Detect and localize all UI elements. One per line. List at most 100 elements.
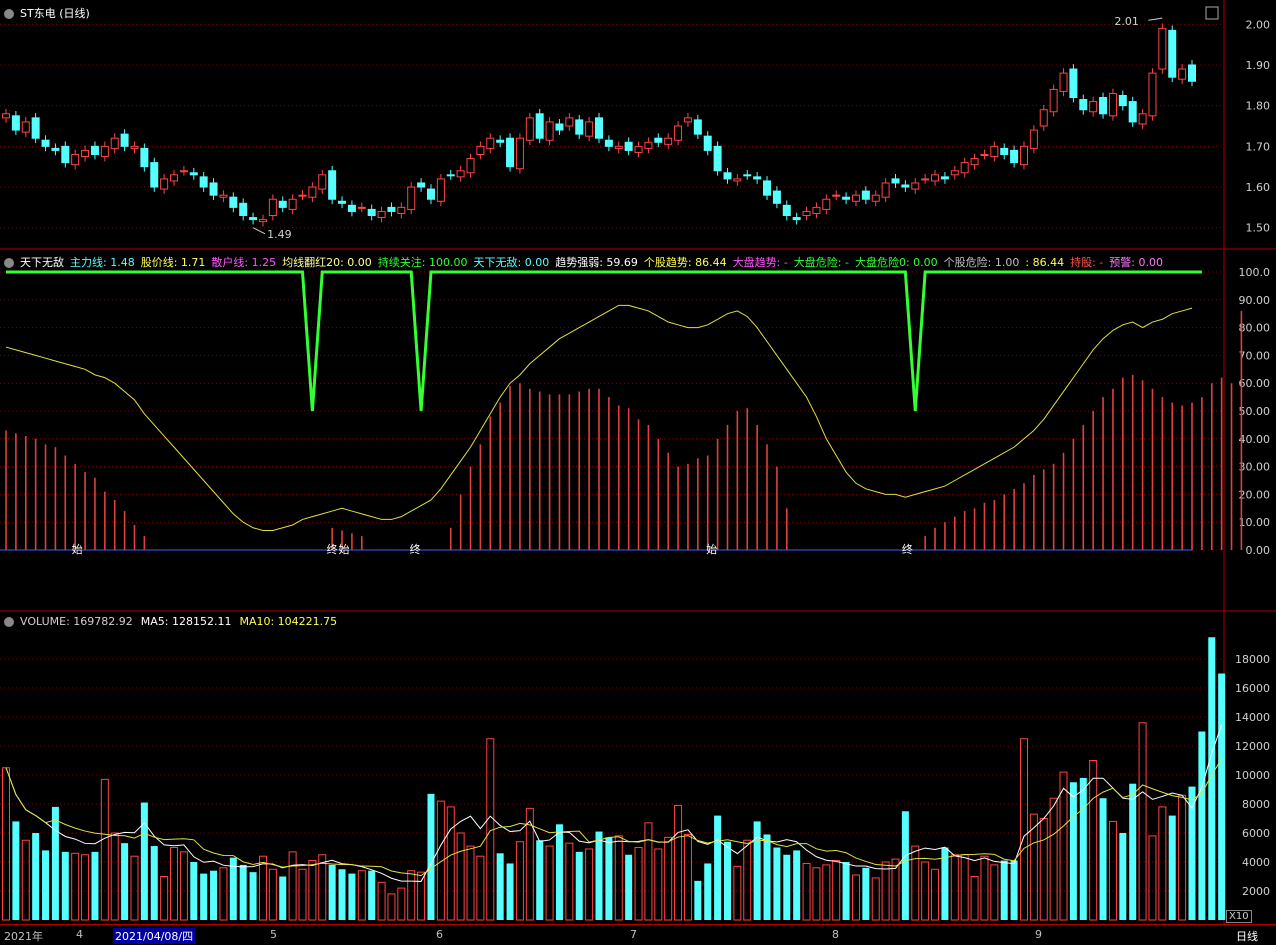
volume-bar [1168,815,1176,920]
axis-month-8: 8 [832,928,839,941]
settings-icon[interactable] [4,617,14,627]
price-tick-label: 1.60 [1246,181,1271,194]
candle [367,208,376,217]
stock-title: ST东电 (日线) [20,7,90,20]
indicator-tick-label: 100.0 [1239,266,1271,279]
candle [614,145,623,149]
candle [150,162,159,188]
axis-month-5: 5 [270,928,277,941]
candle [170,174,179,182]
volume-bar [1049,797,1058,921]
volume-bar [100,778,109,921]
volume-bar [397,887,406,921]
volume-bar [1089,760,1098,921]
volume-bar [170,847,179,921]
phase-marker: 始 [339,542,350,556]
candle [713,145,722,172]
volume-bar [1108,820,1117,921]
candle [1059,72,1068,92]
volume-bar [931,868,940,921]
axis-month-9: 9 [1035,928,1042,941]
candle [436,178,445,202]
indicator-tick-label: 70.00 [1239,349,1271,362]
volume-tick-label: 14000 [1235,711,1270,724]
candle [1019,145,1028,166]
candle [1039,109,1048,127]
volume-value: VOLUME: 169782.92 [20,615,133,628]
volume-bar [842,862,850,920]
candle [535,113,544,139]
candle [219,194,228,198]
volume-bar [1158,806,1167,921]
candle [644,141,653,149]
candle [496,139,505,143]
volume-bar [634,847,643,921]
ma10-value: MA10: 104221.75 [239,615,338,628]
candle [328,170,337,200]
volume-bar [427,793,435,920]
indicator-field: : 86.44 [1025,256,1065,269]
candle [199,176,208,188]
indicator-field: 大盘危险: - [793,256,849,269]
volume-bar [980,855,989,921]
volume-bar [783,854,791,920]
volume-bar [555,824,563,920]
volume-bar [941,847,949,920]
volume-bar [239,864,247,920]
ma5-line [5,724,1223,882]
axis-year: 2021年 [4,930,43,943]
candle [318,174,327,190]
indicator-field: 趋势强弱: 59.69 [555,256,638,269]
candle [960,162,969,174]
indicator-tick-label: 80.00 [1239,322,1271,335]
volume-bar [664,836,673,921]
low-arrow [252,227,266,235]
candle [278,200,287,208]
candle [555,123,564,131]
settings-icon[interactable] [4,9,14,19]
volume-bar [970,876,979,921]
volume-bar [417,871,426,921]
candle [268,198,277,217]
volume-bar [1198,731,1206,920]
volume-bar [249,872,257,920]
candle [1000,147,1009,155]
volume-bar [704,863,712,920]
volume-bar [1059,771,1068,921]
volume-bar [121,843,129,920]
settings-icon[interactable] [4,258,14,268]
volume-unit: X10 [1226,910,1252,923]
candle [763,180,772,196]
candle [940,176,949,180]
candle [703,135,712,151]
volume-bar [368,870,376,920]
bottom-axis: 2021年 4 2021/04/08/四 5 6 7 8 9 日线 [0,924,1276,945]
volume-bar [901,811,909,920]
period-label[interactable]: 日线 [1236,930,1258,943]
volume-bar [21,839,30,921]
volume-bar [130,855,139,921]
volume-bar [585,848,594,921]
volume-bar [575,851,583,920]
volume-bar [436,800,445,921]
volume-bar [150,846,158,920]
volume-bar [1148,835,1157,921]
candle [417,182,426,188]
candle [970,158,979,166]
candle [693,119,702,135]
candle [2,113,10,119]
indicator-tick-label: 30.00 [1239,461,1271,474]
volume-bar [506,863,514,920]
axis-selected-date[interactable]: 2021/04/08/四 [113,928,196,944]
volume-bar [723,841,731,920]
indicator-tick-label: 50.00 [1239,405,1271,418]
axis-month-6: 6 [436,928,443,941]
candle [90,145,99,155]
volume-bar [1039,818,1048,921]
volume-bar [1079,777,1087,920]
candle [1138,113,1147,125]
candle [249,217,258,221]
candle [476,145,485,155]
volume-bar [822,864,831,921]
candle [51,147,60,151]
